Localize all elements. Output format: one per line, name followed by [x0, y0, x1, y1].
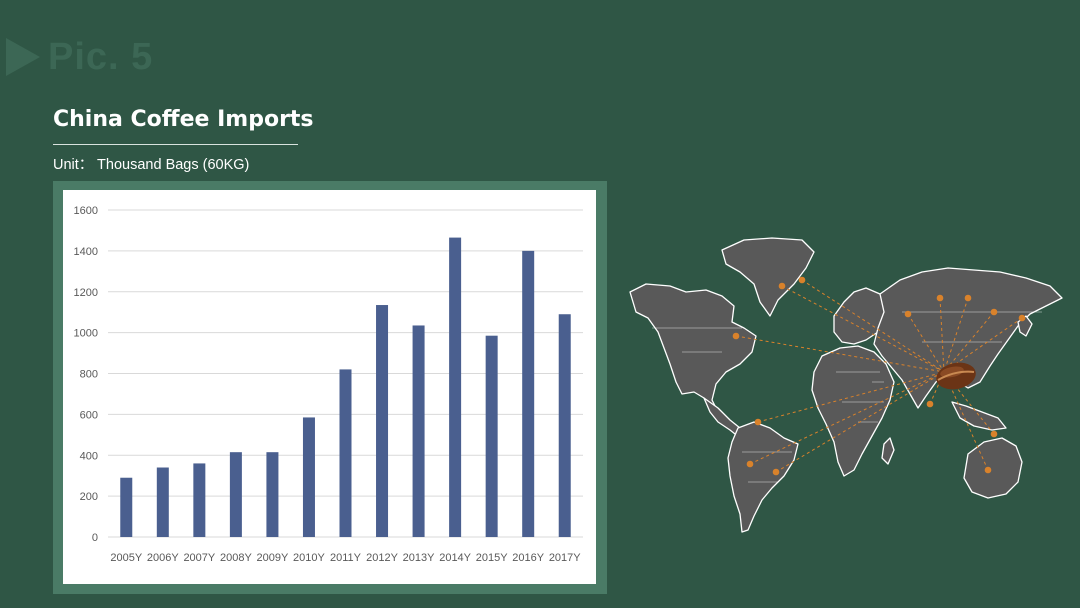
x-tick-label: 2011Y: [330, 552, 362, 564]
chart-title: China Coffee Imports: [53, 107, 314, 132]
y-tick-label: 1400: [74, 246, 98, 258]
x-tick-label: 2006Y: [147, 552, 179, 564]
pic-label: Pic. 5: [6, 32, 153, 82]
bar: [376, 305, 389, 537]
y-tick-label: 1200: [74, 287, 98, 299]
bar: [120, 477, 133, 537]
y-tick-label: 400: [80, 450, 98, 462]
bar: [229, 452, 242, 537]
north-america-shape: [629, 283, 757, 417]
title-underline: [53, 144, 298, 145]
southeast-asia-shape: [951, 401, 1007, 431]
bar: [485, 335, 498, 537]
bar: [522, 250, 535, 537]
x-tick-label: 2016Y: [512, 552, 544, 564]
unit-label: Unit： Thousand Bags (60KG): [53, 157, 250, 173]
y-tick-label: 200: [80, 491, 98, 503]
world-map-icon: [629, 237, 1063, 533]
bar: [193, 463, 206, 537]
bar: [266, 452, 279, 537]
x-tick-label: 2017Y: [549, 552, 581, 564]
bar: [156, 467, 169, 537]
chart-panel: 0 200 400 600 800 1000 1200 1400 1600 2005Y 2006Y 2…: [63, 190, 596, 584]
chart-frame: 0 200 400 600 800 1000 1200 1400 1600 2005Y 2006Y 2…: [53, 181, 607, 594]
x-tick-label: 2012Y: [366, 552, 398, 564]
pic-label-text: Pic. 5: [48, 35, 154, 78]
south-america-shape: [727, 421, 799, 533]
bar: [558, 314, 571, 537]
asia-shape: [873, 267, 1063, 409]
x-tick-label: 2008Y: [220, 552, 252, 564]
import-origin-markers: [732, 276, 1026, 476]
y-tick-label: 1600: [74, 205, 98, 217]
coffee-bean-icon: [936, 362, 976, 390]
x-tick-label: 2015Y: [476, 552, 508, 564]
x-tick-label: 2014Y: [439, 552, 471, 564]
y-tick-label: 800: [80, 369, 98, 381]
x-tick-label: 2005Y: [110, 552, 142, 564]
greenland-shape: [721, 237, 815, 317]
play-triangle-icon: [6, 38, 40, 76]
bar: [412, 325, 425, 537]
x-tick-label: 2010Y: [293, 552, 325, 564]
bar: [339, 369, 352, 537]
bar: [302, 417, 315, 537]
madagascar-shape: [881, 437, 895, 465]
x-tick-label: 2007Y: [183, 552, 215, 564]
x-tick-label: 2013Y: [403, 552, 435, 564]
bar-chart: 0 200 400 600 800 1000 1200 1400 1600 2005Y 2006Y 2…: [74, 205, 583, 564]
y-tick-label: 600: [80, 409, 98, 421]
y-tick-label: 1000: [74, 328, 98, 340]
world-map: [622, 232, 1070, 536]
y-tick-label: 0: [92, 532, 98, 544]
africa-shape: [811, 345, 895, 477]
x-tick-label: 2009Y: [257, 552, 289, 564]
australia-shape: [963, 437, 1023, 499]
bar: [449, 237, 462, 537]
